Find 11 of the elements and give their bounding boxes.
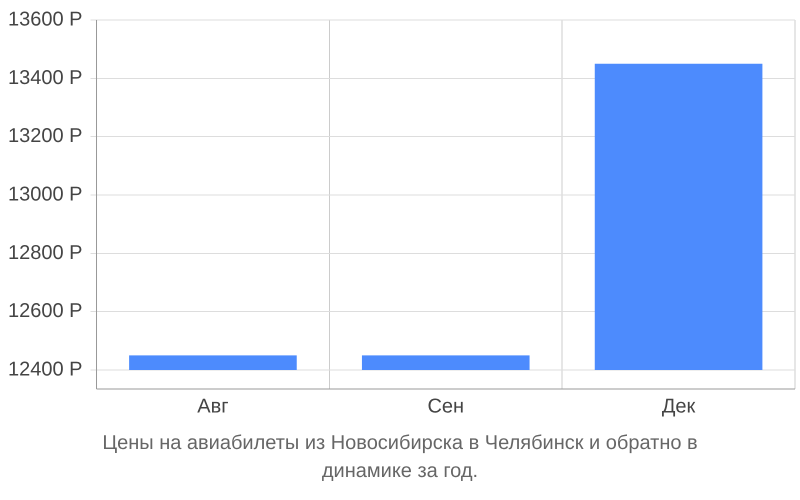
y-tick-label: 12400 Р — [8, 358, 83, 381]
x-tick-label: Сен — [427, 396, 464, 418]
y-tick-label: 13000 Р — [8, 184, 83, 206]
text: Цены на авиабилеты из Новосибирска в Челябинск и обратно в динамике за год. — [101, 431, 699, 484]
y-tick-label: 13200 Р — [8, 125, 83, 148]
y-tick-label: 12800 Р — [8, 242, 83, 264]
y-tick-label: 13400 Р — [8, 66, 83, 89]
x-tick-label: Дек — [662, 396, 696, 418]
y-tick-label: 13600 Р — [8, 8, 83, 31]
y-tick-label: 12600 Р — [8, 300, 83, 322]
x-tick-label: Авг — [197, 396, 229, 418]
